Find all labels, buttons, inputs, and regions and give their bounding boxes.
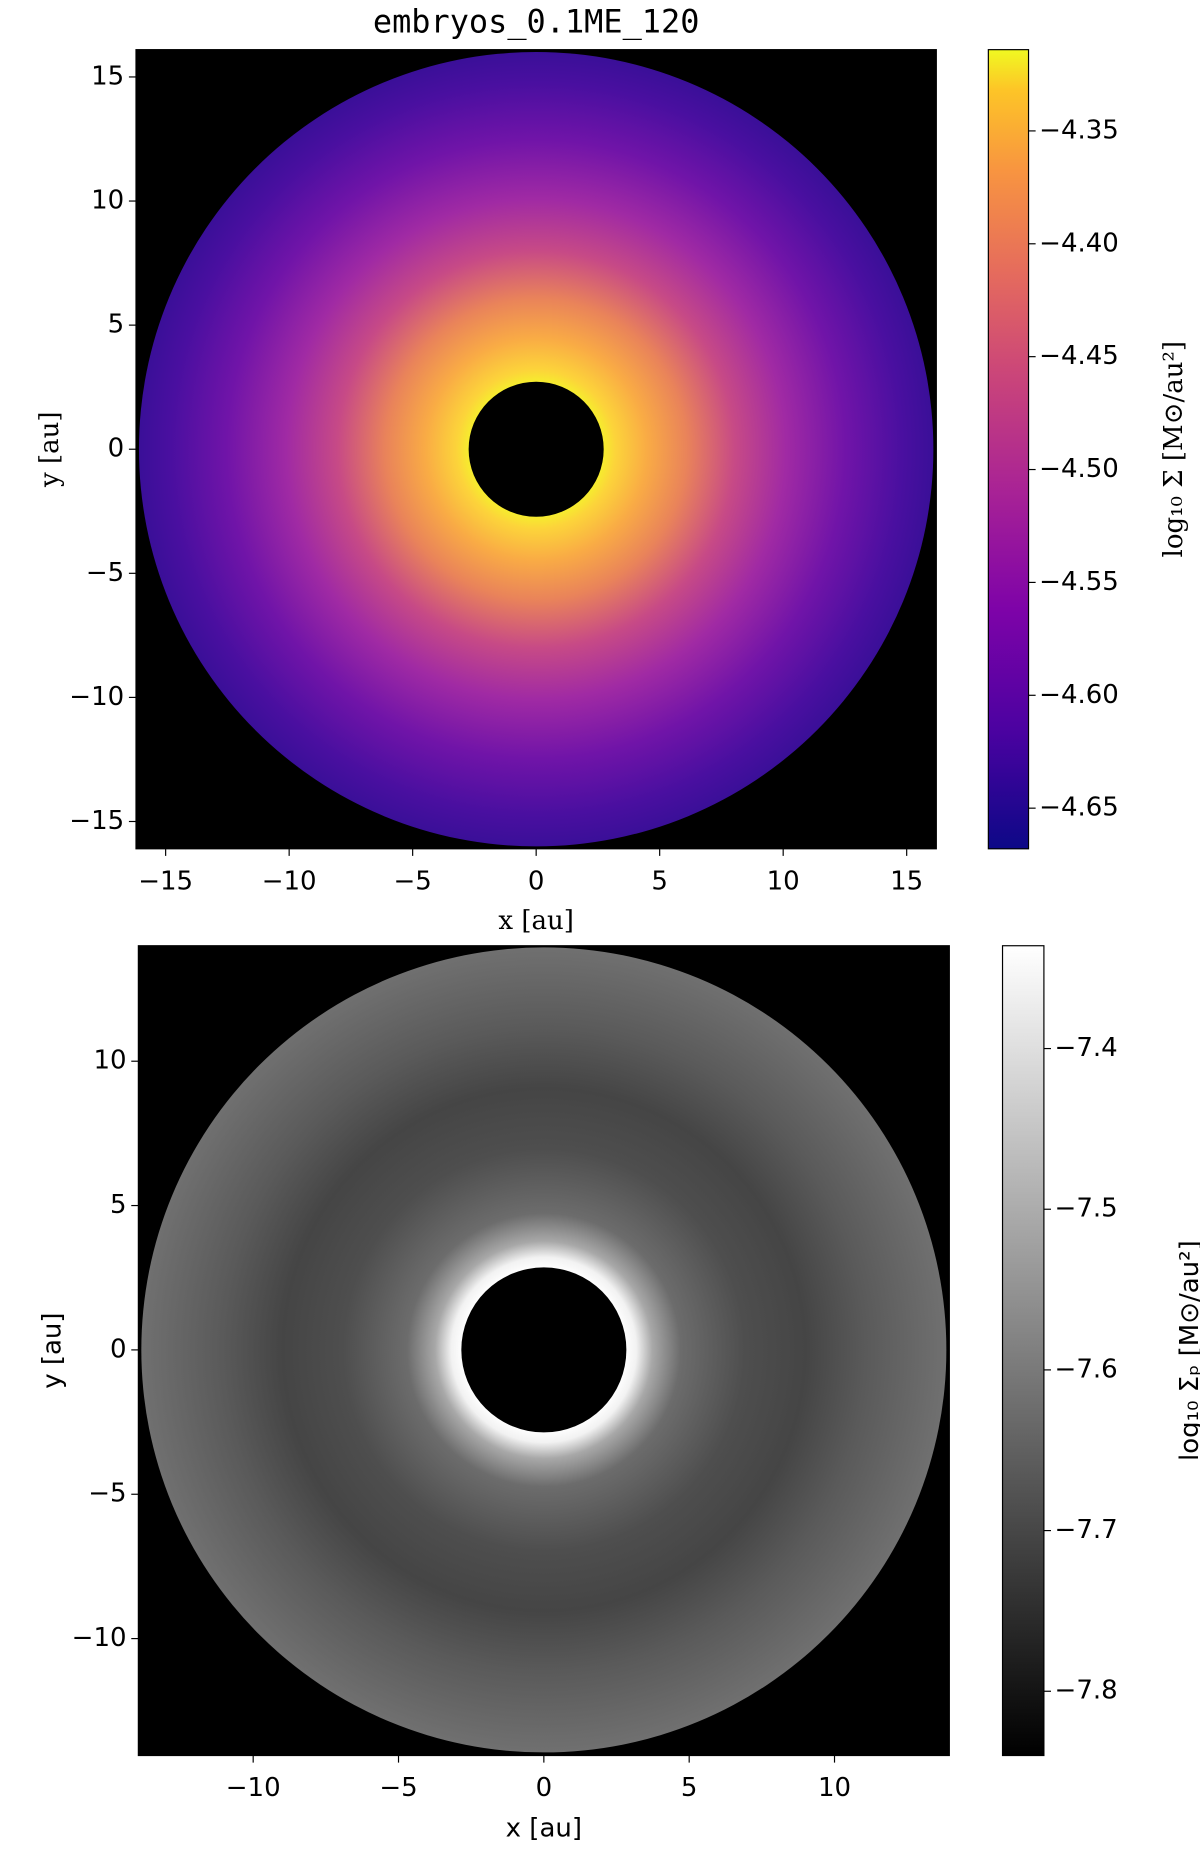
y-tick-label: 5 — [108, 310, 125, 340]
colorbar-tick-label: −4.60 — [1039, 680, 1119, 710]
inner-hole — [461, 1267, 627, 1433]
y-tick-label: 15 — [91, 61, 124, 91]
x-tick-label: −10 — [226, 1773, 281, 1803]
x-tick-label: −15 — [138, 866, 193, 896]
x-tick-label: 5 — [651, 866, 668, 896]
y-axis-label: y [au] — [35, 411, 65, 488]
colorbar-tick-label: −7.6 — [1055, 1354, 1118, 1384]
y-tick-label: −10 — [69, 682, 124, 712]
inner-hole — [468, 381, 604, 517]
y-axis-label: y [au] — [38, 1312, 68, 1388]
y-tick-label: −15 — [69, 806, 124, 836]
y-tick-label: −10 — [72, 1623, 127, 1653]
y-tick-label: −5 — [86, 558, 124, 588]
colorbar — [987, 49, 1030, 850]
colorbar — [1001, 945, 1045, 1757]
x-tick-label: −5 — [393, 866, 431, 896]
y-tick-label: 0 — [108, 434, 125, 464]
colorbar-tick-label: −4.50 — [1039, 454, 1119, 484]
x-axis-label: x [au] — [506, 1813, 582, 1843]
x-tick-label: 0 — [528, 866, 545, 896]
colorbar-tick-label: −7.7 — [1055, 1515, 1118, 1545]
colorbar-tick-label: −4.40 — [1039, 228, 1119, 258]
colorbar-tick-label: −7.5 — [1055, 1194, 1118, 1224]
y-tick-label: 10 — [91, 186, 124, 216]
x-tick-label: 10 — [767, 866, 800, 896]
x-tick-label: 10 — [818, 1773, 851, 1803]
colorbar-label: log₁₀ Σₚ [M⊙/au²] — [1175, 1240, 1200, 1461]
y-tick-label: 10 — [93, 1046, 126, 1076]
x-axis-label: x [au] — [498, 906, 573, 936]
y-tick-label: −5 — [88, 1479, 126, 1509]
x-tick-label: −10 — [262, 866, 317, 896]
colorbar-label: log₁₀ Σ [M⊙/au²] — [1159, 341, 1189, 558]
colorbar-tick-label: −4.55 — [1039, 567, 1119, 597]
colorbar-tick-label: −7.8 — [1055, 1676, 1118, 1706]
colorbar-tick-label: −4.35 — [1039, 115, 1119, 145]
x-tick-label: 0 — [536, 1773, 553, 1803]
x-tick-label: 5 — [681, 1773, 698, 1803]
y-tick-label: 0 — [110, 1334, 127, 1364]
chart-title: embryos_0.1ME_120 — [373, 3, 700, 41]
colorbar-tick-label: −4.45 — [1039, 341, 1119, 371]
colorbar-tick-label: −4.65 — [1039, 793, 1119, 823]
x-tick-label: 15 — [890, 866, 923, 896]
colorbar-tick-label: −7.4 — [1055, 1033, 1118, 1063]
y-tick-label: 5 — [110, 1190, 127, 1220]
x-tick-label: −5 — [379, 1773, 417, 1803]
